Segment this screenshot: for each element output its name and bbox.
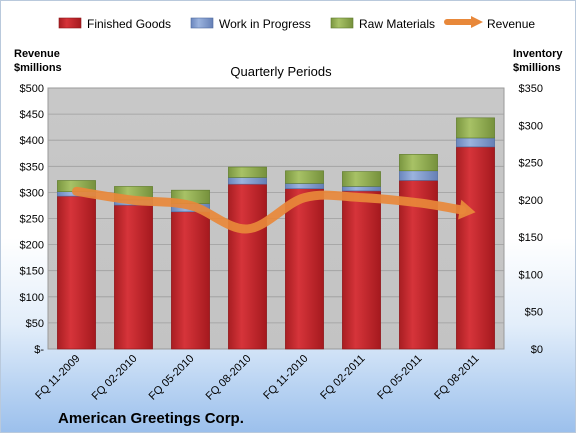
legend-label-revenue: Revenue [487, 17, 535, 31]
legend-label-raw-materials: Raw Materials [359, 17, 435, 31]
bar-finished-goods [342, 190, 381, 350]
right-axis-ticks: $0 $50 $100 $150 $200 $250 $300 $350 [519, 83, 543, 356]
left-axis-tick-label: $150 [20, 266, 44, 278]
right-axis-tick-label: $300 [519, 120, 543, 132]
revenue-line-group [72, 186, 476, 234]
right-axis-title-line2: $millions [513, 62, 561, 74]
legend-swatch-work-in-progress [190, 17, 214, 29]
x-axis-tick-label: FQ 08-2010 [204, 353, 254, 403]
left-axis-title-line2: $millions [14, 62, 62, 74]
legend-swatch-finished-goods [58, 17, 82, 29]
right-axis-tick-label: $200 [519, 195, 543, 207]
bar-work-in-progress [399, 170, 438, 181]
bar-finished-goods [114, 204, 153, 350]
x-axis-tick-label: FQ 05-2010 [147, 353, 197, 403]
x-axis-tick-label: FQ 08-2011 [432, 353, 481, 402]
x-axis-ticks: FQ 11-2009 FQ 02-2010 FQ 05-2010 FQ 08-2010… [33, 353, 481, 403]
x-axis-tick-label: FQ 11-2009 [33, 353, 82, 402]
bar-work-in-progress [228, 177, 267, 185]
left-axis-tick-label: $250 [20, 214, 44, 226]
legend-swatch-revenue-arrow [471, 16, 483, 28]
legend-swatch-raw-materials [330, 17, 354, 29]
bar-finished-goods [228, 183, 267, 350]
x-axis-tick-label: FQ 02-2010 [90, 353, 140, 403]
revenue-line [72, 186, 467, 234]
left-axis-tick-label: $100 [20, 292, 44, 304]
right-axis-title-line1: Inventory [513, 48, 563, 60]
legend-label-work-in-progress: Work in Progress [219, 17, 311, 31]
right-axis-tick-label: $250 [519, 158, 543, 170]
left-axis-tick-label: $- [34, 344, 44, 356]
left-axis-ticks: $- $50 $100 $150 $200 $250 $300 $350 $400 $450 $50… [20, 83, 45, 356]
left-axis-tick-label: $300 [20, 187, 44, 199]
right-axis-tick-label: $100 [519, 269, 543, 281]
left-axis-tick-label: $200 [20, 240, 44, 252]
left-axis-tick-label: $500 [20, 83, 44, 95]
bar-raw-materials [228, 166, 267, 178]
bar-finished-goods [456, 146, 495, 350]
company-name: American Greetings Corp. [58, 410, 244, 427]
chart-title: Quarterly Periods [230, 64, 332, 79]
right-axis-tick-label: $150 [519, 232, 543, 244]
left-axis-title-line1: Revenue [14, 48, 60, 60]
bar-raw-materials [342, 171, 381, 187]
legend-label-finished-goods: Finished Goods [87, 17, 171, 31]
right-axis-tick-label: $50 [525, 307, 543, 319]
bar-finished-goods [57, 195, 96, 350]
bar-finished-goods [171, 211, 210, 350]
revenue-arrowhead [458, 199, 476, 220]
bar-raw-materials [456, 117, 495, 139]
bar-raw-materials [399, 154, 438, 172]
bar-work-in-progress [456, 137, 495, 148]
x-axis-tick-label: FQ 11-2010 [261, 353, 310, 402]
bar-work-in-progress [285, 183, 324, 189]
bar-finished-goods [285, 188, 324, 350]
x-axis-tick-label: FQ 05-2011 [375, 353, 424, 402]
left-axis-tick-label: $400 [20, 135, 44, 147]
bars-group [57, 117, 495, 350]
left-axis-tick-label: $50 [26, 318, 44, 330]
right-axis-tick-label: $0 [531, 344, 543, 356]
bar-work-in-progress [342, 186, 381, 192]
legend: Finished Goods Work in Progress Raw Mate… [58, 16, 535, 31]
left-axis-tick-label: $350 [20, 161, 44, 173]
right-axis-tick-label: $350 [519, 83, 543, 95]
bar-raw-materials [285, 170, 324, 184]
left-axis-tick-label: $450 [20, 109, 44, 121]
x-axis-tick-label: FQ 02-2011 [318, 353, 367, 402]
